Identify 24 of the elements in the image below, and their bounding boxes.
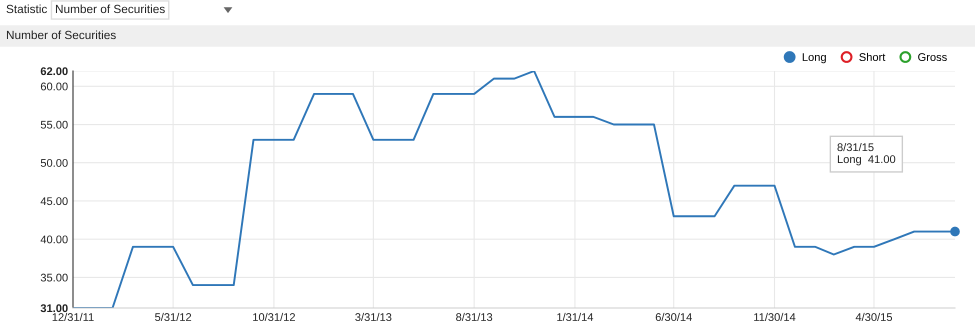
x-tick-label: 3/31/13 <box>355 312 392 322</box>
chart-title: Number of Securities <box>6 30 116 40</box>
text: Statistic <box>6 4 48 14</box>
legend-label: Gross <box>918 53 947 62</box>
x-tick-label: 5/31/12 <box>155 312 192 322</box>
x-tick-label: 8/31/13 <box>456 312 492 322</box>
legend-label: Long <box>802 53 826 64</box>
x-tick-label: 1/31/14 <box>557 312 594 322</box>
annotation: 8/31/15 Long 41.00 <box>837 143 896 166</box>
x-tick-label: 12/31/11 <box>52 312 94 322</box>
y-tick-label: 50.00 <box>40 159 68 167</box>
x-tick-label: 4/30/15 <box>856 312 892 322</box>
x-tick-label: 10/31/12 <box>253 312 295 322</box>
y-tick-label: 31.00 <box>40 304 68 312</box>
text: Number of Securities <box>56 4 165 14</box>
y-tick-label: 60.00 <box>40 82 68 90</box>
x-tick-label: 11/30/14 <box>754 312 796 322</box>
legend-label: Short <box>859 52 886 62</box>
y-tick-label: 45.00 <box>40 197 68 206</box>
y-tick-label: 40.00 <box>40 235 68 244</box>
y-tick-label: 55.00 <box>40 120 68 129</box>
y-tick-label: 62.00 <box>40 67 68 76</box>
y-tick-label: 35.00 <box>40 274 68 282</box>
x-tick-label: 6/30/14 <box>656 312 692 322</box>
